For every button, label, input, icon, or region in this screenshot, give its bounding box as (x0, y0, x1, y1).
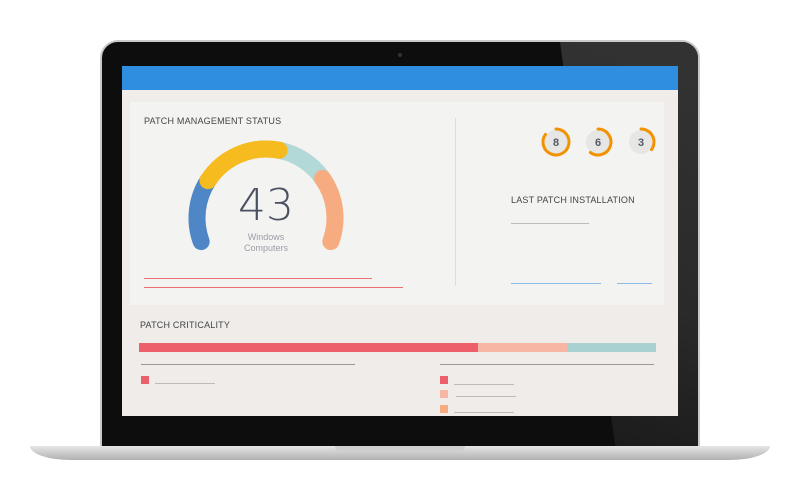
gauge-segment (314, 169, 344, 251)
patch-status-panel (130, 102, 664, 305)
camera-icon (398, 53, 402, 57)
ring-progress (639, 127, 656, 152)
criticality-segment (567, 343, 656, 352)
legend-swatch (141, 376, 149, 384)
ring-value: 6 (595, 137, 601, 149)
patch-status-title: PATCH MANAGEMENT STATUS (144, 116, 282, 126)
computer-count: 43 (238, 180, 294, 231)
legend-label-placeholder (454, 384, 514, 385)
ring-progress (588, 127, 613, 157)
legend-label-placeholder (454, 412, 514, 413)
ring-value: 3 (638, 137, 644, 149)
gauge-segment (199, 140, 288, 190)
placeholder-link[interactable] (511, 283, 601, 284)
ring-background (586, 130, 610, 154)
criticality-segment (478, 343, 568, 352)
laptop-base (30, 446, 770, 460)
charts-layer: 8 6 3 (188, 127, 656, 251)
laptop-notch (335, 446, 465, 452)
ring-background (544, 130, 568, 154)
placeholder-link[interactable] (617, 283, 652, 284)
placeholder-line (144, 278, 372, 279)
gauge-label-line2: Computers (243, 243, 288, 253)
criticality-segment (139, 343, 479, 352)
criticality-bar (139, 343, 656, 352)
gauge-label-line1: Windows (247, 232, 285, 242)
legend-label-placeholder (155, 383, 215, 384)
dashboard-screen: PATCH MANAGEMENT STATUS 8 6 3 43 Windows C… (122, 66, 678, 416)
ring-value: 8 (553, 137, 559, 149)
legend-swatch (440, 376, 448, 384)
placeholder-line (511, 223, 589, 224)
ring-progress (541, 127, 571, 157)
top-bar (122, 66, 678, 90)
legend-swatch (440, 390, 448, 398)
criticality-title: PATCH CRITICALITY (140, 320, 231, 330)
placeholder-line (144, 287, 403, 288)
divider-line (141, 364, 355, 365)
divider-line (440, 364, 654, 365)
last-patch-title: LAST PATCH INSTALLATION (511, 195, 635, 205)
legend-swatch (440, 405, 448, 413)
ring-background (629, 130, 653, 154)
panel-divider (455, 118, 456, 286)
legend-label-placeholder (456, 396, 516, 397)
gauge-label: Windows Computers (206, 232, 326, 254)
